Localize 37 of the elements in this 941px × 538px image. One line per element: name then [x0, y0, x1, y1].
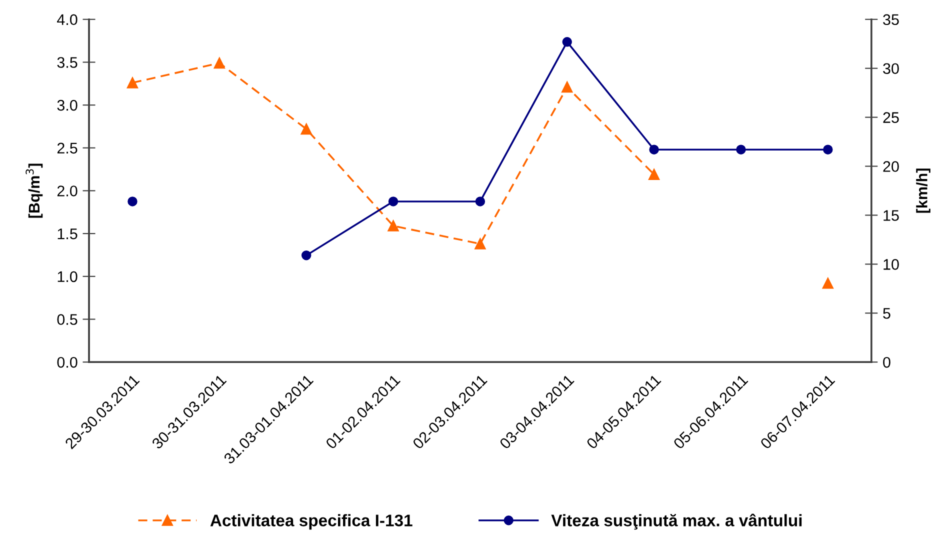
y2-tick-label: 10 — [884, 259, 899, 270]
y-tick-label: 3.5 — [57, 57, 78, 68]
point — [128, 196, 138, 206]
point — [388, 196, 398, 206]
point — [736, 144, 746, 154]
y-tick-label: 0.0 — [57, 356, 78, 368]
point — [649, 144, 659, 154]
y-tick-label: 1.5 — [58, 228, 78, 240]
point — [823, 144, 833, 154]
y2-tick-label: 25 — [883, 112, 899, 123]
point — [300, 123, 312, 135]
legend-label: Activitatea specifica I-131 — [210, 514, 412, 530]
y-axis-title: [Bq/m$^{3}$] — [26, 164, 43, 218]
legend-label: Viteza susţinută max. a vântului — [551, 514, 802, 530]
point — [474, 238, 486, 250]
y-tick-label: 3.0 — [57, 100, 78, 111]
y-tick-label: 1.0 — [58, 271, 78, 282]
point — [301, 250, 312, 260]
y2-tick-label: 5 — [883, 308, 890, 319]
point — [562, 81, 573, 93]
point — [126, 77, 138, 88]
point — [214, 58, 225, 69]
y-tick-label: 0.5 — [57, 314, 78, 325]
y-tick-label: 2.5 — [57, 142, 78, 154]
point — [562, 37, 572, 47]
y2-axis-title: [km/h] — [916, 168, 930, 213]
point — [475, 196, 486, 206]
y-tick-label: 2.0 — [57, 186, 78, 196]
y2-tick-label: 15 — [884, 210, 899, 221]
point — [648, 168, 660, 180]
y2-tick-label: 20 — [883, 161, 899, 172]
y2-tick-label: 0 — [883, 356, 890, 368]
point — [822, 278, 834, 289]
y2-tick-label: 30 — [883, 63, 899, 74]
y-tick-label: 4.0 — [57, 14, 78, 26]
y2-tick-label: 35 — [883, 14, 899, 26]
point — [388, 220, 399, 232]
